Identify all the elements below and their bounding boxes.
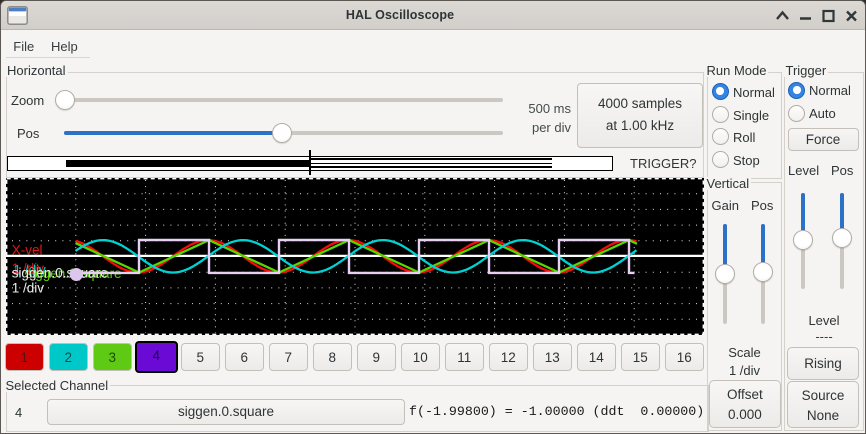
svg-text:X-vel: X-vel [12, 243, 43, 258]
svg-text:1 /div: 1 /div [14, 263, 47, 278]
svg-text:1 /div: 1 /div [12, 281, 45, 296]
svg-text:1 /div: 1 /div [12, 261, 45, 276]
svg-text:siggen.0.square: siggen.0.square [12, 266, 108, 281]
